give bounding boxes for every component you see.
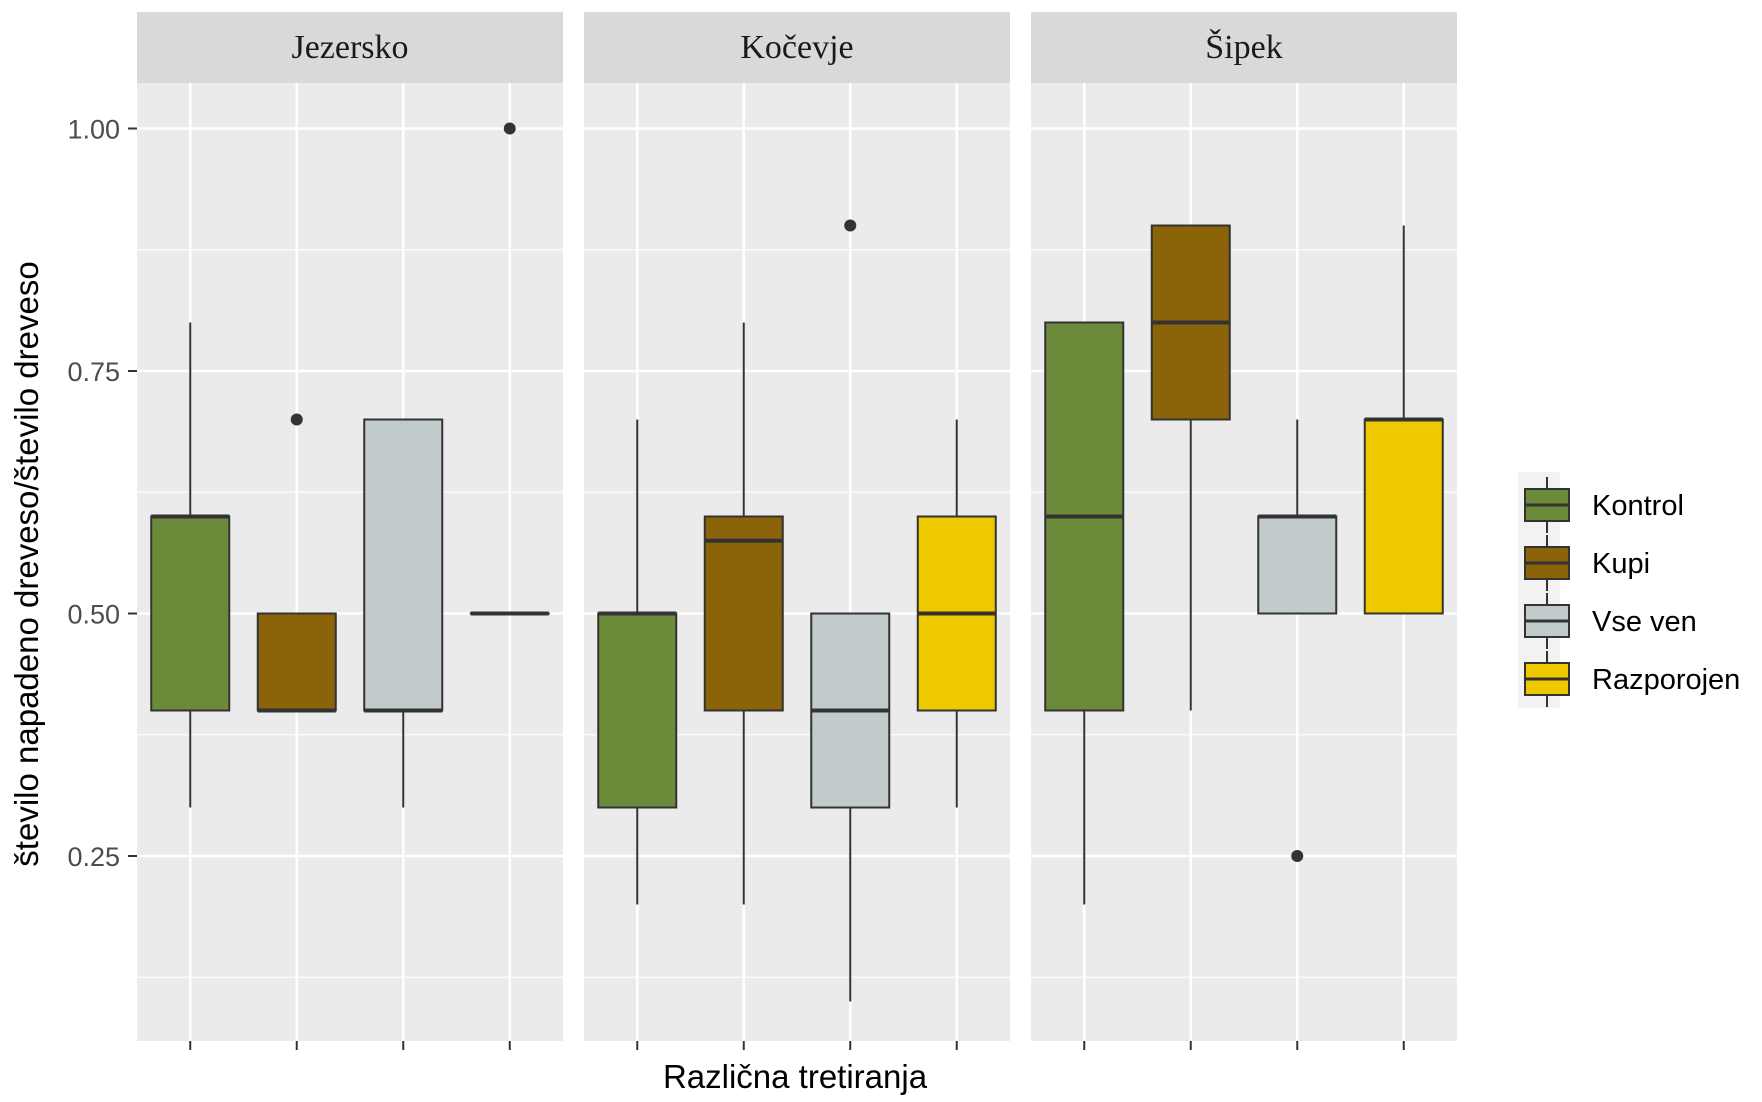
box-vse-ven <box>1257 419 1338 862</box>
legend-item-kontrol: Kontrol <box>1524 477 1684 533</box>
facet-label: Kočevje <box>740 29 853 66</box>
facet-label: Jezersko <box>291 29 408 66</box>
box-body <box>703 515 784 712</box>
legend-item-kupi: Kupi <box>1524 535 1650 591</box>
facet-kocevje: Kočevje <box>584 12 1010 1050</box>
outlier-point <box>844 219 857 232</box>
box-kupi <box>256 413 337 713</box>
legend: Kontrol Kupi Vse ven Razporojen <box>1518 472 1740 708</box>
box-kupi <box>703 322 784 905</box>
box-kontrol <box>150 322 231 808</box>
box-vse-ven <box>810 219 891 1002</box>
y-tick-label: 0.50 <box>67 600 120 630</box>
outlier-point <box>1291 850 1304 862</box>
facet-strip <box>584 12 1010 83</box>
legend-label: Razporojen <box>1592 664 1740 696</box>
box-kupi <box>1150 224 1231 711</box>
box-razporojen <box>916 419 997 808</box>
box-razporojen <box>1363 225 1444 615</box>
box-razporojen <box>469 122 550 616</box>
legend-label: Kontrol <box>1592 490 1684 522</box>
y-tick-label: 1.00 <box>67 115 120 145</box>
facet-strip <box>1031 12 1457 83</box>
box-body <box>256 612 337 712</box>
x-axis-title: Različna tretiranja <box>663 1058 928 1095</box>
facet-sipek: Šipek <box>1031 12 1457 1050</box>
box-body <box>1257 515 1338 615</box>
facet-jezersko: Jezersko <box>137 12 563 1050</box>
box-body <box>363 418 444 712</box>
legend-label: Kupi <box>1592 548 1650 580</box>
y-axis-title: število napadeno dreveso/število dreveso <box>8 261 45 866</box>
box-kontrol <box>597 419 678 905</box>
outlier-point <box>503 122 516 135</box>
box-body <box>597 612 678 809</box>
facet-strip <box>137 12 563 83</box>
box-vse-ven <box>363 418 444 808</box>
facet-label: Šipek <box>1205 28 1282 66</box>
outlier-point <box>290 413 303 426</box>
box-kontrol <box>1044 321 1125 905</box>
y-tick-label: 0.25 <box>67 842 120 872</box>
legend-label: Vse ven <box>1592 606 1697 638</box>
facet-panels: Jezersko Kočevje Šipek <box>137 12 1457 1050</box>
legend-item-vse-ven: Vse ven <box>1524 593 1697 649</box>
box-body <box>1363 418 1444 615</box>
legend-item-razporojen: Razporojen <box>1524 651 1740 707</box>
y-axis: 0.25 0.50 0.75 1.00 <box>67 115 137 872</box>
box-body <box>150 515 231 712</box>
y-tick-label: 0.75 <box>67 357 120 387</box>
